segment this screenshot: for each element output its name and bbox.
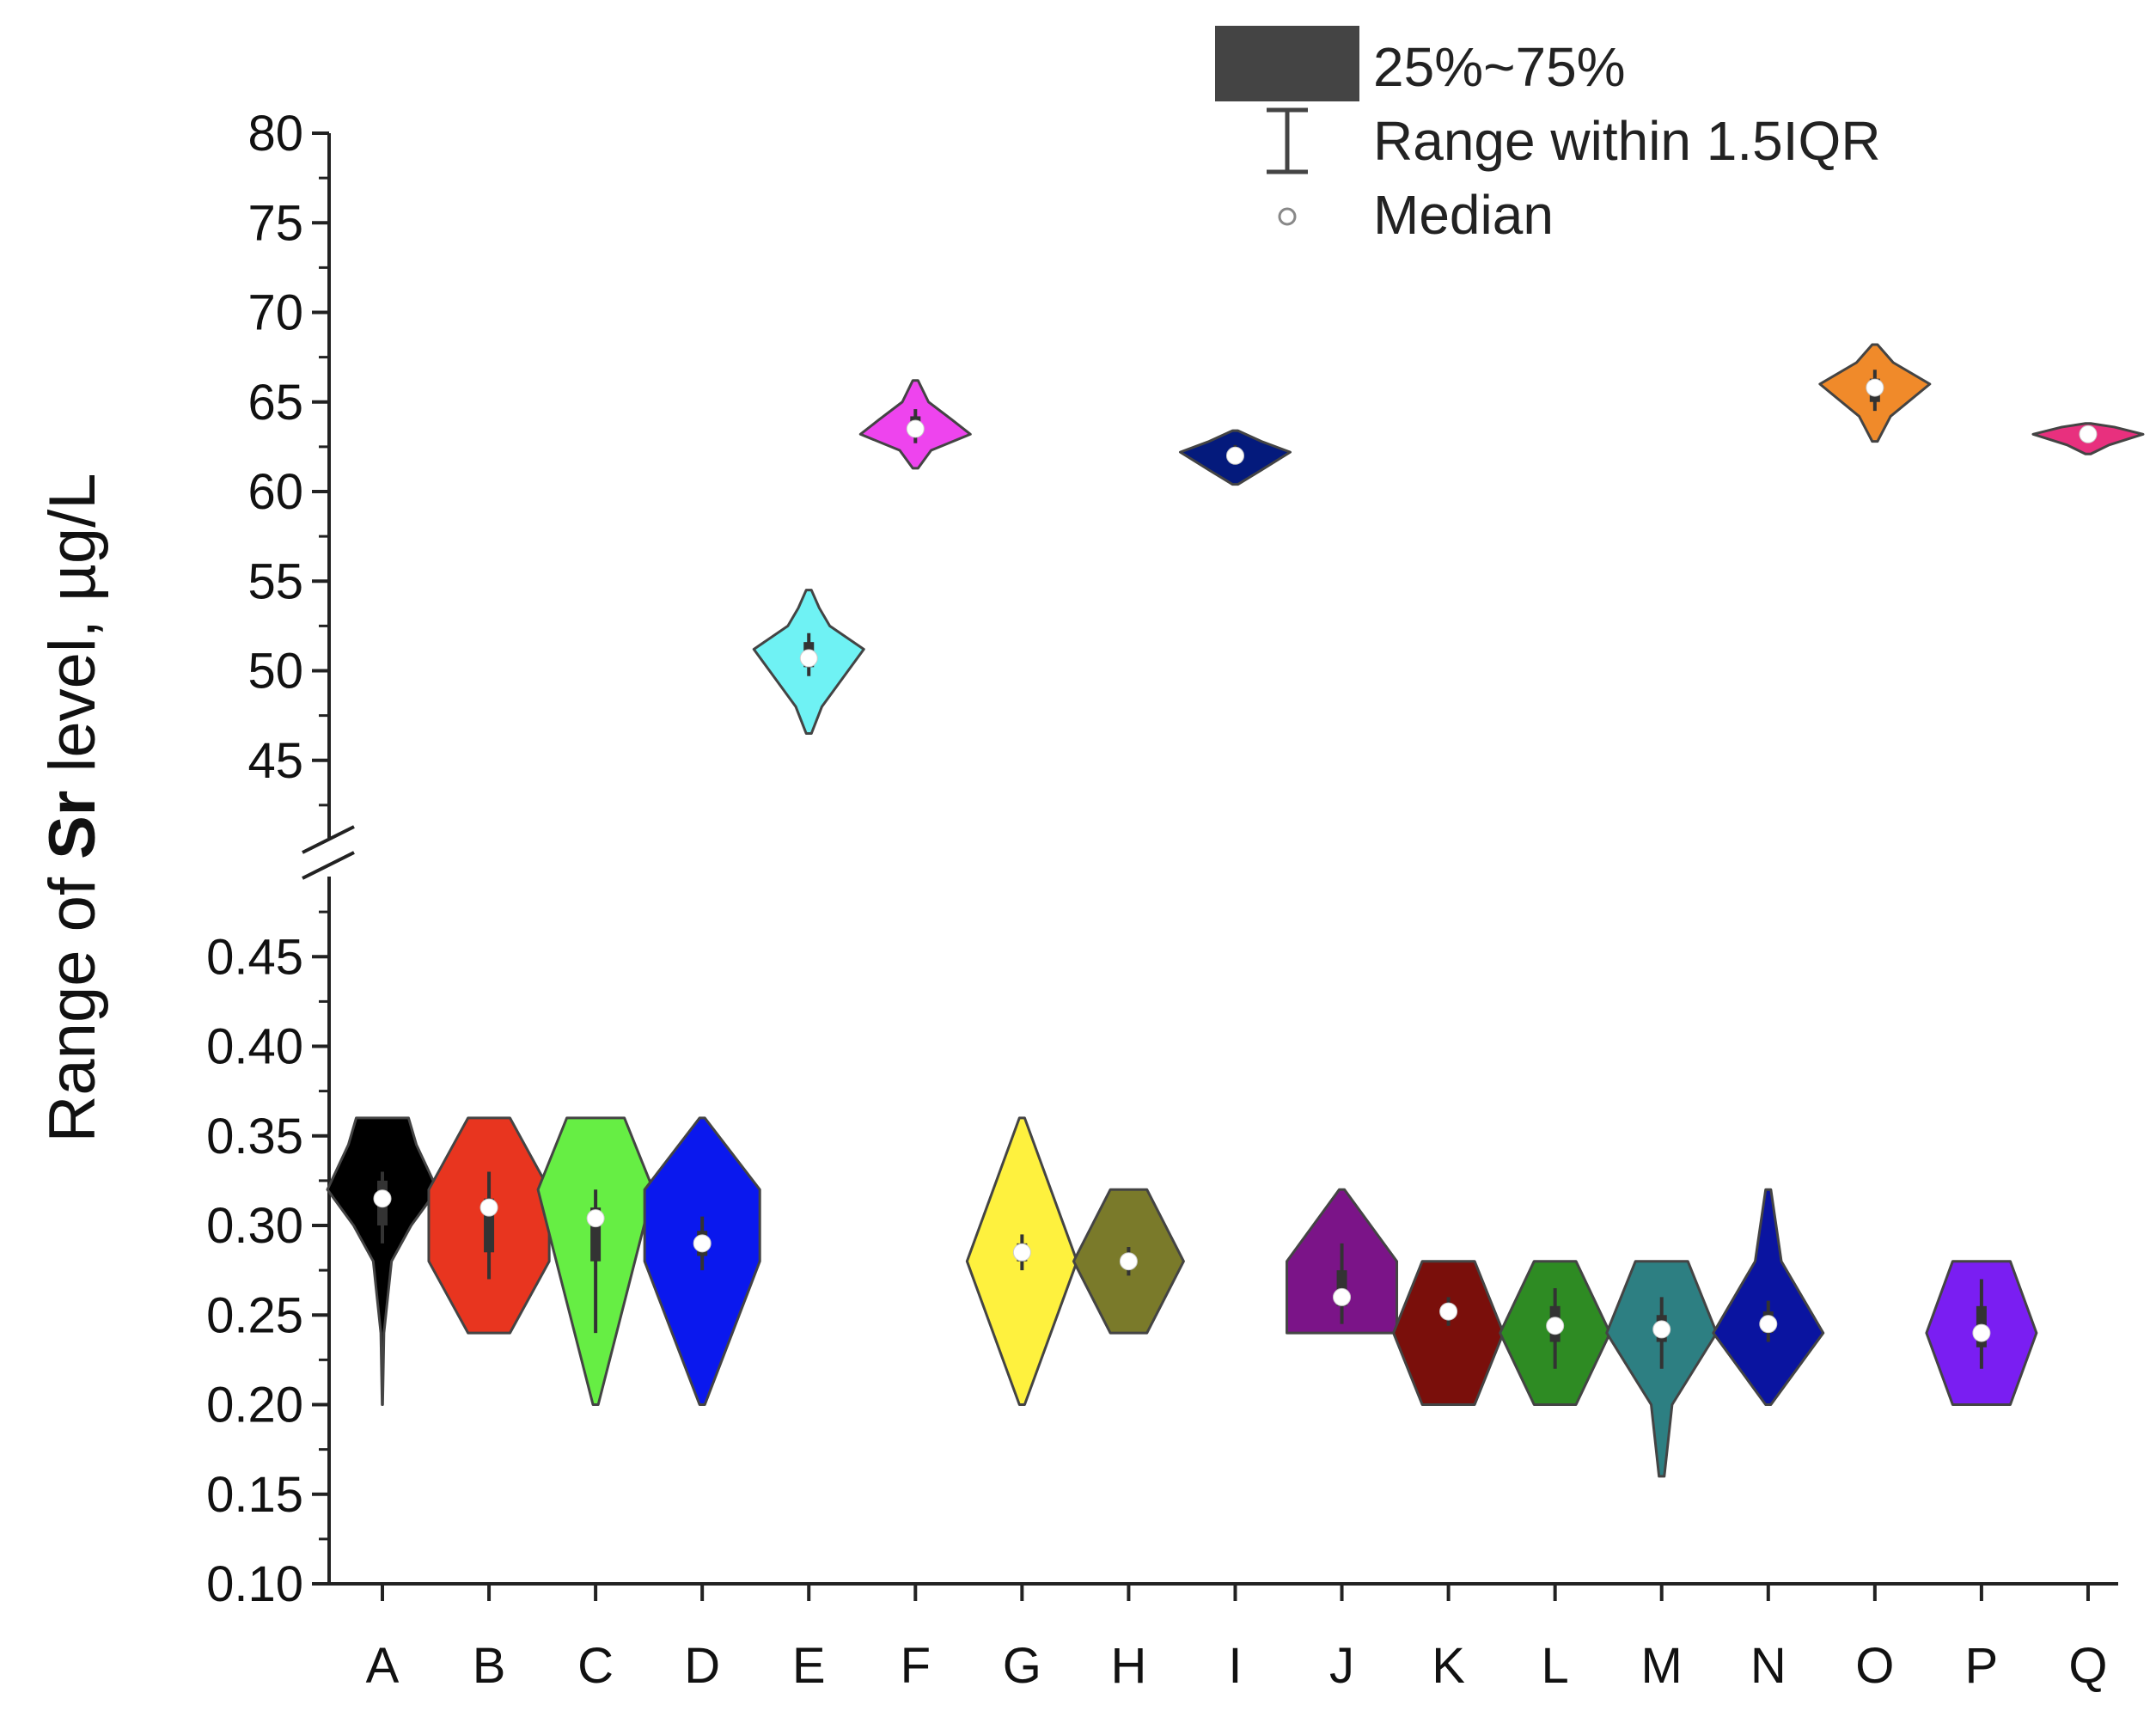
y-axis-label-suffix: level, µg/L bbox=[36, 474, 109, 791]
x-tick-label-H: H bbox=[1110, 1638, 1146, 1694]
x-tick-label-I: I bbox=[1228, 1638, 1242, 1694]
violins bbox=[326, 343, 2145, 1478]
violin-median-N bbox=[1759, 1315, 1778, 1334]
violin-median-P bbox=[1972, 1323, 1991, 1342]
violin-median-E bbox=[799, 649, 818, 668]
y-tick-label-lower: 0.40 bbox=[206, 1019, 303, 1075]
y-tick-label-upper: 80 bbox=[247, 106, 303, 162]
x-tick-label-D: D bbox=[684, 1638, 720, 1694]
legend-whisker-swatch bbox=[1267, 107, 1308, 174]
x-tick-label-O: O bbox=[1855, 1638, 1894, 1694]
legend-median-label: Median bbox=[1373, 184, 1554, 246]
violin-body-K bbox=[1392, 1260, 1506, 1406]
x-tick-label-M: M bbox=[1641, 1638, 1683, 1694]
violin-H bbox=[1072, 1188, 1185, 1335]
legend-median-swatch bbox=[1278, 207, 1297, 226]
x-tick-label-K: K bbox=[1432, 1638, 1465, 1694]
violin-O bbox=[1818, 343, 1932, 443]
y-axis-label-element: Sr bbox=[36, 791, 109, 859]
y-axis-label-prefix: Range of bbox=[36, 859, 109, 1143]
y-tick-label-upper: 60 bbox=[247, 464, 303, 520]
violin-I bbox=[1178, 429, 1292, 486]
y-axis-label: Range of Sr level, µg/L bbox=[36, 474, 109, 1143]
legend-box-label: 25%~75% bbox=[1373, 36, 1626, 98]
violin-B bbox=[427, 1116, 551, 1335]
x-tick-label-G: G bbox=[1003, 1638, 1041, 1694]
violin-median-F bbox=[906, 419, 925, 438]
x-tick-label-P: P bbox=[1965, 1638, 1999, 1694]
y-tick-label-lower: 0.45 bbox=[206, 929, 303, 985]
x-tick-label-L: L bbox=[1542, 1638, 1569, 1694]
axis-break-mark-1 bbox=[302, 825, 355, 854]
axis-break-mark-2 bbox=[302, 851, 355, 880]
x-tick-label-A: A bbox=[366, 1638, 400, 1694]
violin-body-A bbox=[326, 1116, 439, 1406]
violin-median-B bbox=[479, 1198, 498, 1217]
violin-median-M bbox=[1652, 1320, 1671, 1339]
violin-median-O bbox=[1866, 378, 1884, 397]
violin-median-A bbox=[373, 1189, 392, 1208]
violin-M bbox=[1605, 1260, 1719, 1478]
violin-L bbox=[1499, 1260, 1612, 1406]
x-tick-label-F: F bbox=[901, 1638, 931, 1694]
x-tick-labels: A B C D E F G H I J K L M N O P Q bbox=[366, 1584, 2108, 1694]
y-tick-label-lower: 0.15 bbox=[206, 1467, 303, 1523]
violin-D bbox=[643, 1116, 761, 1406]
legend: 25%~75% Range within 1.5IQR Median bbox=[1215, 26, 1881, 246]
violin-F bbox=[858, 379, 972, 470]
axes: 80 75 70 65 60 55 50 45 0.45 0.40 0.35 0.30 0.25 0.20… bbox=[206, 106, 2118, 1612]
violin-median-L bbox=[1546, 1317, 1565, 1335]
violin-N bbox=[1712, 1188, 1825, 1406]
violin-J bbox=[1286, 1188, 1399, 1335]
x-tick-label-E: E bbox=[792, 1638, 826, 1694]
y-tick-label-upper: 50 bbox=[247, 644, 303, 700]
y-tick-label-lower: 0.20 bbox=[206, 1378, 303, 1433]
violin-E bbox=[752, 589, 865, 735]
y-tick-label-lower: 0.25 bbox=[206, 1287, 303, 1343]
violin-median-H bbox=[1119, 1252, 1138, 1271]
violin-median-Q bbox=[2079, 425, 2098, 443]
y-tick-label-upper: 55 bbox=[247, 553, 303, 609]
x-tick-label-B: B bbox=[473, 1638, 506, 1694]
violin-median-G bbox=[1012, 1243, 1031, 1262]
violin-A bbox=[326, 1116, 439, 1406]
x-tick-label-Q: Q bbox=[2068, 1638, 2107, 1694]
violin-body-N bbox=[1712, 1188, 1825, 1406]
y-tick-label-lower: 0.35 bbox=[206, 1109, 303, 1164]
y-tick-label-lower: 0.30 bbox=[206, 1198, 303, 1254]
y-tick-label-lower: 0.10 bbox=[206, 1556, 303, 1612]
violin-median-I bbox=[1225, 446, 1244, 465]
violin-median-D bbox=[693, 1234, 712, 1253]
y-tick-label-upper: 70 bbox=[247, 285, 303, 341]
y-tick-label-upper: 65 bbox=[247, 375, 303, 431]
x-tick-label-C: C bbox=[577, 1638, 614, 1694]
violin-P bbox=[1925, 1260, 2038, 1406]
x-tick-label-N: N bbox=[1750, 1638, 1786, 1694]
legend-box-swatch bbox=[1215, 26, 1359, 101]
legend-whisker-label: Range within 1.5IQR bbox=[1373, 110, 1881, 172]
violin-K bbox=[1392, 1260, 1506, 1406]
x-tick-label-J: J bbox=[1329, 1638, 1354, 1694]
y-tick-label-upper: 45 bbox=[247, 733, 303, 789]
violin-median-C bbox=[586, 1209, 605, 1228]
violin-Q bbox=[2031, 422, 2145, 455]
violin-C bbox=[536, 1116, 655, 1406]
violin-median-K bbox=[1439, 1302, 1458, 1321]
y-tick-label-upper: 75 bbox=[247, 195, 303, 251]
violin-median-J bbox=[1333, 1287, 1352, 1306]
violin-G bbox=[965, 1116, 1078, 1406]
